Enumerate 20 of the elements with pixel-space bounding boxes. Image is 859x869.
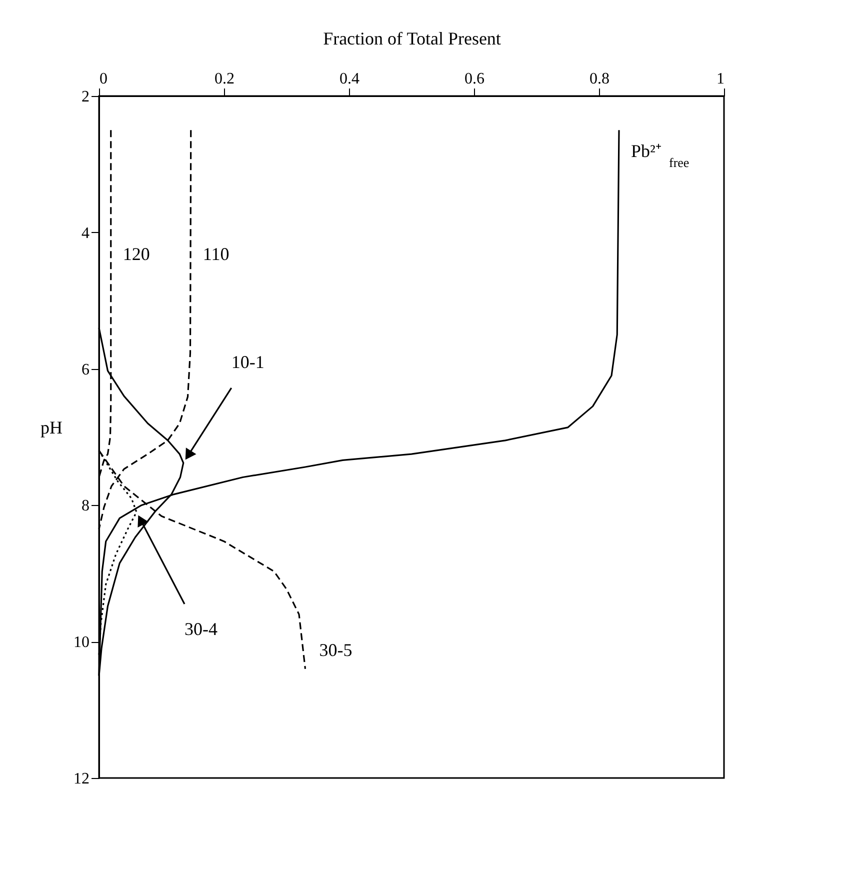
- y-tick-label: 6: [82, 361, 90, 378]
- series-label: 120: [122, 244, 150, 264]
- text: 10-1: [231, 352, 264, 372]
- x-tick-label: 0.2: [214, 70, 234, 88]
- x-tick-label: 0.4: [340, 70, 360, 88]
- y-tick-label: 12: [74, 770, 90, 788]
- series-label: 110: [202, 244, 230, 264]
- text: 30-4: [184, 619, 218, 640]
- y-tick-label: 10: [74, 634, 90, 652]
- y-axis-title: pH: [40, 418, 62, 438]
- y-tick-label: 2: [82, 88, 90, 106]
- x-axis-title: Fraction of Total Present: [323, 28, 501, 48]
- series-label: 30-5: [319, 640, 352, 660]
- x-tick-label: 0.8: [590, 70, 610, 88]
- y-tick-label: 4: [82, 224, 90, 242]
- series-label: Pb²⁺free: [631, 141, 690, 170]
- x-tick-label: 0: [100, 70, 108, 88]
- x-tick-label: 0.6: [464, 70, 484, 88]
- x-tick-label: 1: [716, 70, 724, 88]
- y-tick-label: 8: [82, 498, 90, 515]
